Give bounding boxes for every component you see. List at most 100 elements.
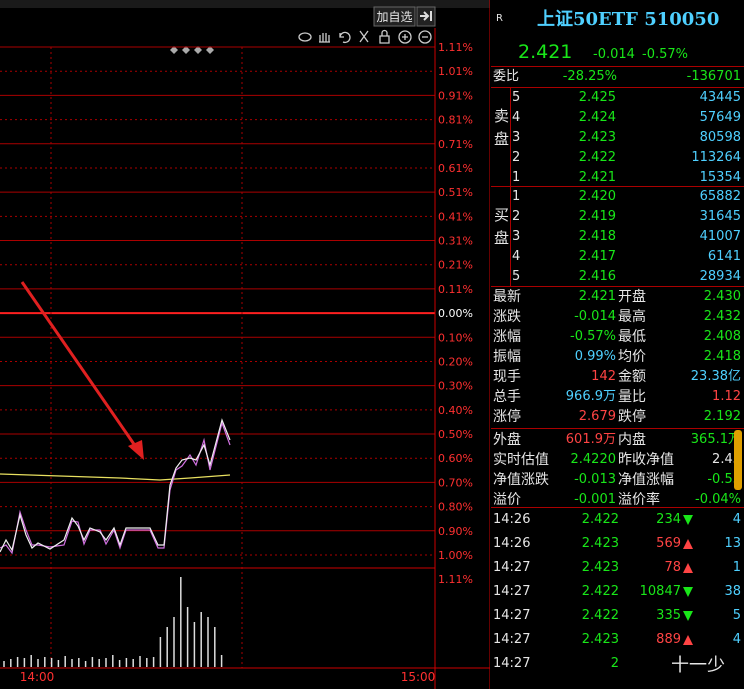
price-axis-label: 0.20% — [438, 355, 473, 368]
price-axis-label: 1.11% — [438, 41, 473, 54]
separator — [491, 87, 744, 88]
book-price: 2.420 — [578, 189, 616, 204]
price-line — [0, 418, 231, 553]
book-level: 5 — [512, 269, 521, 284]
add-watchlist-button[interactable] — [373, 6, 416, 27]
eye-icon[interactable] — [298, 32, 312, 42]
price-axis-label: 0.51% — [438, 186, 473, 199]
stat-label: 最高 — [618, 309, 646, 325]
book-label: 买盘 — [492, 207, 510, 253]
price-axis-label: 0.41% — [438, 210, 473, 223]
separator — [491, 286, 744, 287]
book-level: 1 — [512, 170, 521, 185]
book-level: 3 — [512, 130, 521, 145]
tick-price: 2.422 — [581, 512, 619, 527]
stat-value: 1.12 — [712, 389, 741, 404]
book-price: 2.418 — [578, 229, 616, 244]
tick-price: 2.423 — [581, 560, 619, 575]
tick-volume: 335 — [656, 608, 681, 623]
arrow-head — [128, 440, 144, 460]
quote-mark: R — [496, 13, 503, 24]
book-level: 4 — [512, 249, 521, 264]
quote-panel: R 上证50ETF 510050 2.421 -0.014 -0.57% 委比 -28.25… — [491, 0, 744, 689]
price-axis-label: 1.01% — [438, 65, 473, 78]
order-ratio-diff: -136701 — [686, 69, 741, 84]
tick-price: 2.422 — [581, 608, 619, 623]
stat-label: 涨幅 — [493, 329, 521, 345]
stat-value: 2.418 — [703, 349, 741, 364]
tick-volume: 569 — [656, 536, 681, 551]
order-ratio-label: 委比 — [493, 69, 520, 84]
stat-value: 2.192 — [703, 409, 741, 424]
book-price: 2.419 — [578, 209, 616, 224]
book-price: 2.425 — [578, 90, 616, 105]
tick-count: 1 — [732, 560, 741, 575]
price-axis-label: 0.91% — [438, 89, 473, 102]
cut-icon[interactable] — [359, 30, 369, 43]
book-price: 2.422 — [578, 150, 616, 165]
price-change: -0.014 — [593, 47, 635, 62]
watermark: 十一少 — [671, 655, 725, 676]
book-volume: 28934 — [699, 269, 741, 284]
separator — [491, 186, 744, 187]
price-axis-label: 0.90% — [438, 525, 473, 538]
stat-label: 均价 — [618, 349, 646, 365]
book-volume: 41007 — [699, 229, 741, 244]
tick-price: 2.423 — [581, 632, 619, 647]
average-line — [0, 473, 231, 481]
stat-value: 142 — [591, 369, 616, 384]
price-axis-label: 0.61% — [438, 162, 473, 175]
stat-label: 现手 — [493, 369, 521, 385]
book-volume: 15354 — [699, 170, 741, 185]
expand-icon — [420, 11, 432, 21]
stat-value: 23.38亿 — [690, 369, 741, 384]
tick-time: 14:27 — [493, 656, 531, 671]
zoom-in-icon[interactable] — [398, 30, 412, 44]
stat-label: 最新 — [493, 289, 521, 305]
price-axis-label: 1.00% — [438, 549, 473, 562]
book-level: 2 — [512, 150, 521, 165]
book-level: 4 — [512, 110, 521, 125]
tick-price: 2.423 — [581, 536, 619, 551]
stat-label: 振幅 — [493, 349, 521, 365]
hand-icon[interactable] — [319, 33, 330, 43]
lock-icon[interactable] — [379, 29, 390, 44]
tick-time: 14:27 — [493, 608, 531, 623]
top-bar — [0, 0, 490, 8]
order-ratio-pct: -28.25% — [562, 69, 617, 84]
book-price: 2.416 — [578, 269, 616, 284]
book-volume: 57649 — [699, 110, 741, 125]
book-volume: 65882 — [699, 189, 741, 204]
book-label: 卖盘 — [492, 108, 510, 154]
tick-volume: 234 — [656, 512, 681, 527]
book-volume: 113264 — [691, 150, 741, 165]
stat-value: -0.014 — [574, 309, 616, 324]
last-price: 2.421 — [518, 41, 573, 63]
stat-label: 总手 — [493, 389, 521, 405]
price-axis-label: 0.31% — [438, 235, 473, 248]
arrow-shaft — [20, 281, 140, 451]
stat-value: 2.4220 — [570, 452, 617, 467]
stat-label: 最低 — [618, 329, 646, 345]
stat-label: 实时估值 — [493, 452, 549, 468]
stat-value: -0.001 — [574, 492, 616, 507]
undo-icon[interactable] — [339, 31, 351, 44]
down-arrow — [683, 515, 693, 525]
stat-value: -0.04% — [695, 492, 741, 507]
tick-price: 2 — [610, 656, 619, 671]
price-axis-label: 0.60% — [438, 452, 473, 465]
stat-value: 966.9万 — [565, 389, 616, 404]
stat-value: 2.421 — [578, 289, 616, 304]
book-price: 2.424 — [578, 110, 616, 125]
add-watchlist-label[interactable]: 加自选 — [376, 10, 412, 24]
stat-label: 净值涨跌 — [493, 472, 549, 488]
tick-price: 2.422 — [581, 584, 619, 599]
price-axis-label: 0.40% — [438, 404, 473, 417]
book-price: 2.423 — [578, 130, 616, 145]
zoom-out-icon[interactable] — [418, 30, 432, 44]
tick-time: 14:27 — [493, 632, 531, 647]
volume-axis-label: 1.11% — [438, 573, 473, 586]
book-level: 5 — [512, 90, 521, 105]
price-axis-label: 0.50% — [438, 428, 473, 441]
